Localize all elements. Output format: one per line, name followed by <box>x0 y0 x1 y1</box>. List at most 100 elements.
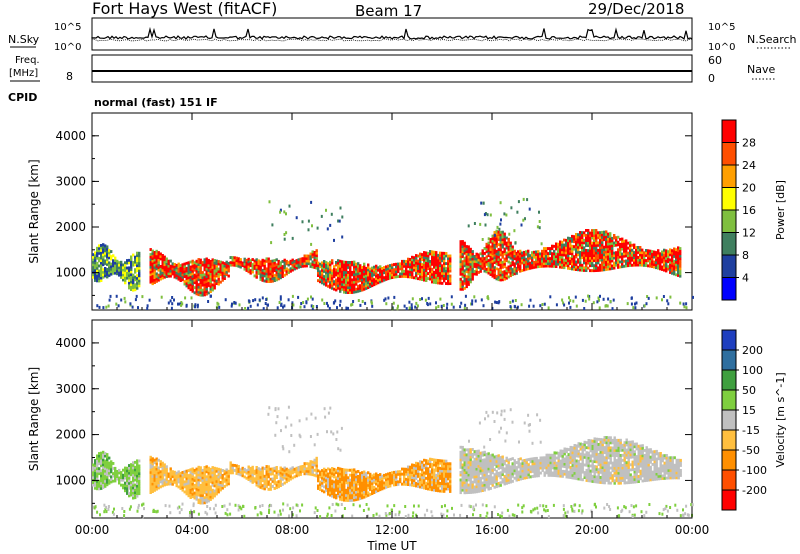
velocity-cell <box>265 477 268 481</box>
velocity-cell <box>213 492 216 495</box>
power-cell <box>102 258 105 262</box>
power-cell <box>515 256 518 260</box>
velocity-cell <box>405 480 408 484</box>
power-cell <box>471 260 474 263</box>
power-cell <box>509 271 512 275</box>
power-cell <box>443 272 446 275</box>
power-cell <box>663 248 666 252</box>
velocity-cell <box>229 466 232 470</box>
power-cell <box>607 232 610 236</box>
velocity-cell <box>267 482 270 486</box>
power-cell <box>393 273 396 277</box>
velocity-cell <box>331 472 334 475</box>
power-cell <box>399 262 402 266</box>
velocity-cell <box>377 481 380 485</box>
power-cell <box>104 246 107 250</box>
power-cell <box>547 252 550 255</box>
power-cell <box>277 269 280 273</box>
power-cell <box>585 251 588 255</box>
power-cell <box>130 265 133 269</box>
power-cell <box>108 263 111 267</box>
power-cell <box>573 267 576 271</box>
power-cell <box>671 249 674 253</box>
power-cell <box>437 266 440 270</box>
power-cell <box>437 258 440 262</box>
velocity-cell <box>207 469 210 473</box>
velocity-cell <box>309 467 312 471</box>
velocity-cell <box>118 481 121 485</box>
velocity-cell <box>475 449 478 453</box>
velocity-cell <box>509 480 512 484</box>
velocity-cell <box>201 486 204 490</box>
velocity-cell <box>485 457 488 461</box>
velocity-cell <box>195 490 198 494</box>
power-cell <box>559 263 562 266</box>
power-cell <box>369 272 372 276</box>
velocity-cell <box>96 479 99 483</box>
velocity-cell <box>155 480 158 484</box>
power-cell <box>251 270 254 274</box>
velocity-cell <box>431 478 434 482</box>
velocity-cell <box>297 468 300 472</box>
power-cell <box>367 286 370 289</box>
velocity-cell <box>417 482 420 486</box>
power-cell <box>333 287 336 291</box>
velocity-cell <box>136 472 139 475</box>
power-speckle-high <box>320 214 323 218</box>
power-cell <box>253 262 256 265</box>
power-cell <box>335 278 338 282</box>
power-speckle <box>393 295 396 299</box>
power-cell <box>165 275 168 278</box>
velocity-cell <box>465 478 468 482</box>
velocity-cell <box>467 465 470 469</box>
power-cell <box>499 250 502 254</box>
velocity-cell <box>197 470 200 474</box>
power-cell <box>493 266 496 270</box>
velocity-cell <box>205 490 208 494</box>
power-cell <box>593 236 596 240</box>
velocity-cell <box>449 485 452 488</box>
velocity-cell <box>389 484 392 488</box>
velocity-cell <box>491 461 494 465</box>
power-cell <box>291 261 294 264</box>
velocity-cell <box>391 476 394 480</box>
power-cell <box>183 270 186 273</box>
velocity-cell <box>435 484 438 487</box>
power-cell <box>549 259 552 263</box>
velocity-cell <box>365 494 368 498</box>
velocity-cell <box>193 494 196 497</box>
velocity-cell <box>429 457 432 461</box>
velocity-cell <box>325 484 328 487</box>
velocity-cell <box>191 472 194 476</box>
velocity-cell <box>197 501 200 504</box>
velocity-cell <box>325 479 328 482</box>
velocity-cell <box>487 459 490 463</box>
velocity-cell <box>106 460 109 464</box>
velocity-cell <box>427 474 430 478</box>
power-cell <box>106 255 109 259</box>
velocity-cell <box>419 485 422 489</box>
power-cell <box>301 264 304 268</box>
velocity-cell <box>112 472 115 475</box>
power-cell <box>581 263 584 267</box>
power-cell <box>215 279 218 283</box>
velocity-cell <box>108 469 111 473</box>
velocity-cell <box>345 498 348 502</box>
velocity-cell <box>205 465 208 469</box>
power-cell <box>163 255 166 259</box>
velocity-cell <box>469 458 472 462</box>
power-speckle <box>666 299 669 303</box>
power-cell <box>191 264 194 268</box>
power-cell <box>671 251 674 255</box>
power-cell <box>205 262 208 266</box>
power-cell <box>489 248 492 251</box>
power-cell <box>399 275 402 278</box>
velocity-cell <box>467 471 470 474</box>
velocity-cell <box>257 479 260 483</box>
velocity-cell <box>317 474 320 478</box>
power-cell <box>211 263 214 267</box>
power-cell <box>519 254 522 258</box>
velocity-cell <box>100 479 103 483</box>
power-cell <box>255 258 258 262</box>
power-cell <box>259 265 262 269</box>
